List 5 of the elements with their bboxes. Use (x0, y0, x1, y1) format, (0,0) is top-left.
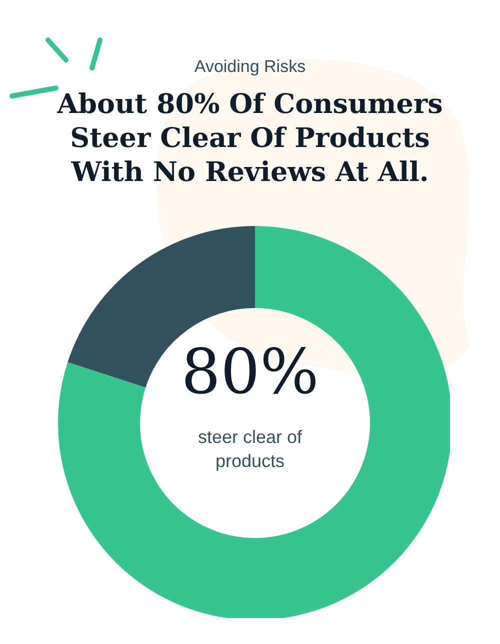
chart-subtitle: Avoiding Risks (193, 57, 307, 77)
text: steer clear of products (196, 426, 304, 473)
donut-slice (58, 226, 450, 618)
chart-title: About 80% Of Consumers Steer Clear Of Products With No Reviews At All. (56, 88, 444, 190)
text: 80% (180, 335, 320, 408)
